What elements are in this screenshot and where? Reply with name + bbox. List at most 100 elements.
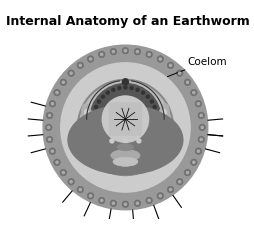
Circle shape: [50, 103, 54, 106]
Circle shape: [199, 138, 202, 142]
Circle shape: [110, 49, 116, 56]
Circle shape: [145, 52, 152, 58]
Circle shape: [78, 64, 82, 68]
Circle shape: [145, 140, 149, 144]
Circle shape: [47, 138, 51, 142]
Circle shape: [200, 126, 203, 130]
Circle shape: [88, 58, 92, 62]
Circle shape: [98, 197, 105, 204]
Circle shape: [78, 81, 171, 174]
Circle shape: [121, 79, 129, 86]
Circle shape: [101, 95, 105, 99]
Circle shape: [190, 159, 196, 166]
Circle shape: [117, 87, 121, 91]
Circle shape: [135, 88, 139, 92]
Circle shape: [77, 63, 83, 69]
Circle shape: [68, 179, 74, 185]
Circle shape: [158, 58, 162, 62]
Circle shape: [61, 81, 65, 85]
Ellipse shape: [67, 105, 183, 175]
Circle shape: [183, 80, 190, 86]
Circle shape: [129, 149, 133, 153]
Ellipse shape: [76, 122, 85, 142]
Circle shape: [197, 113, 204, 119]
Ellipse shape: [165, 122, 174, 142]
Circle shape: [122, 139, 128, 144]
Circle shape: [167, 186, 173, 193]
Ellipse shape: [117, 144, 133, 151]
Circle shape: [47, 114, 51, 118]
Ellipse shape: [167, 127, 172, 137]
Circle shape: [158, 194, 162, 198]
Ellipse shape: [158, 104, 169, 127]
Circle shape: [42, 45, 208, 210]
FancyBboxPatch shape: [109, 103, 141, 136]
Circle shape: [47, 126, 50, 130]
Circle shape: [168, 64, 172, 68]
Circle shape: [109, 139, 114, 144]
Ellipse shape: [82, 142, 87, 151]
Circle shape: [60, 63, 190, 193]
Circle shape: [111, 88, 115, 92]
Text: Coelom: Coelom: [167, 57, 226, 77]
Ellipse shape: [81, 138, 89, 155]
Circle shape: [111, 202, 115, 205]
Circle shape: [154, 124, 158, 128]
Circle shape: [97, 135, 101, 139]
Circle shape: [92, 124, 96, 128]
Circle shape: [198, 125, 205, 131]
Circle shape: [101, 140, 105, 144]
Circle shape: [176, 179, 182, 185]
Circle shape: [129, 87, 133, 91]
Circle shape: [190, 90, 196, 97]
Circle shape: [46, 137, 53, 143]
Circle shape: [94, 106, 98, 109]
Circle shape: [154, 118, 158, 122]
Circle shape: [183, 170, 190, 176]
Ellipse shape: [91, 105, 109, 134]
Circle shape: [194, 101, 201, 108]
Circle shape: [69, 72, 73, 76]
Circle shape: [135, 51, 139, 54]
Circle shape: [196, 103, 199, 106]
Circle shape: [50, 150, 54, 153]
Circle shape: [105, 144, 109, 148]
Circle shape: [92, 111, 96, 116]
Circle shape: [135, 202, 139, 205]
Circle shape: [197, 137, 204, 143]
Circle shape: [123, 50, 127, 53]
Circle shape: [147, 199, 150, 202]
Circle shape: [45, 125, 52, 131]
Circle shape: [134, 200, 140, 207]
Circle shape: [199, 114, 202, 118]
Circle shape: [98, 52, 105, 58]
Circle shape: [185, 81, 189, 85]
Circle shape: [152, 130, 156, 134]
Ellipse shape: [163, 142, 168, 151]
Circle shape: [77, 186, 83, 193]
Circle shape: [105, 91, 109, 95]
Ellipse shape: [161, 138, 169, 155]
Circle shape: [55, 161, 59, 164]
Circle shape: [122, 48, 128, 55]
Circle shape: [87, 57, 93, 63]
Circle shape: [123, 149, 127, 153]
Circle shape: [97, 100, 101, 104]
Circle shape: [136, 139, 141, 144]
Ellipse shape: [140, 105, 159, 134]
Ellipse shape: [113, 158, 137, 167]
Circle shape: [177, 72, 181, 76]
Circle shape: [117, 149, 121, 153]
Ellipse shape: [81, 104, 92, 127]
Circle shape: [101, 96, 149, 143]
Circle shape: [87, 193, 93, 199]
Circle shape: [60, 170, 66, 176]
Ellipse shape: [84, 109, 90, 122]
Circle shape: [54, 90, 60, 97]
Circle shape: [152, 106, 156, 109]
Circle shape: [111, 51, 115, 54]
Circle shape: [100, 53, 103, 57]
Circle shape: [46, 113, 53, 119]
Ellipse shape: [113, 158, 137, 167]
Circle shape: [123, 86, 127, 90]
